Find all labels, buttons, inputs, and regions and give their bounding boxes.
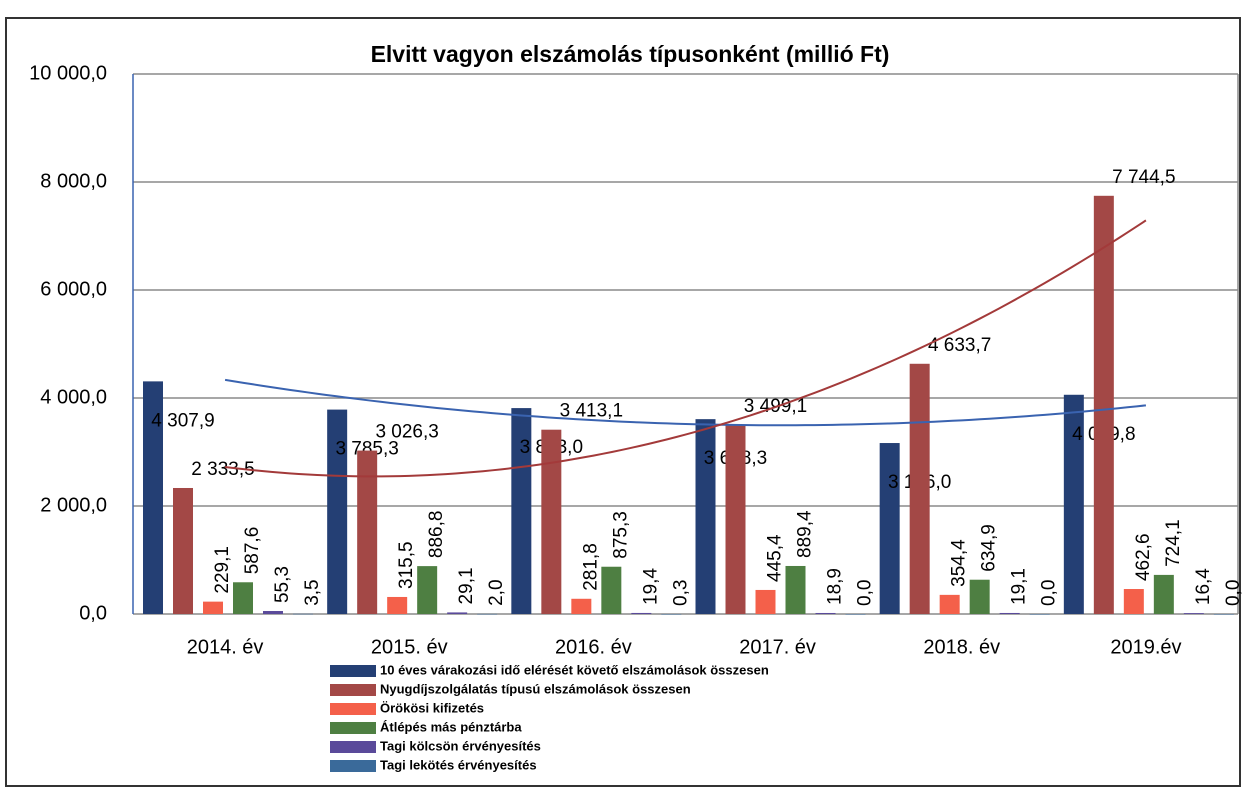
value-label: 3 785,3 (335, 439, 398, 460)
bar (293, 613, 313, 615)
legend-label: Nyugdíjszolgálatás típusú elszámolások ö… (380, 681, 691, 696)
value-label: 587,6 (242, 527, 263, 575)
bar (1029, 614, 1050, 615)
legend-swatch (330, 760, 376, 772)
trendline (224, 378, 1147, 427)
bar (417, 566, 438, 614)
bar (785, 565, 806, 614)
x-tick-label: 2017. év (739, 636, 816, 658)
value-label: 0,0 (855, 580, 876, 606)
bar (879, 443, 900, 614)
value-label: 18,9 (825, 568, 846, 605)
bar (233, 582, 253, 614)
value-label: 2 333,5 (191, 459, 254, 480)
value-label: 3 413,1 (560, 401, 623, 422)
value-label: 354,4 (949, 539, 970, 587)
legend-label: Átlépés más pénztárba (380, 719, 522, 734)
legend-label: Tagi lekötés érvényesítés (380, 757, 537, 772)
value-label: 29,1 (456, 567, 477, 604)
bar (755, 589, 776, 614)
bar (263, 611, 283, 614)
legend-swatch (330, 703, 376, 715)
bar (541, 429, 562, 614)
bar (695, 419, 716, 614)
y-tick-label: 8 000,0 (40, 170, 107, 192)
value-label: 0,0 (1039, 580, 1060, 606)
value-label: 55,3 (272, 566, 293, 603)
legend-label: Örökösi kifizetés (380, 700, 484, 715)
legend-swatch (330, 722, 376, 734)
x-tick-label: 2018. év (923, 636, 1000, 658)
bar (447, 612, 468, 614)
bar (1123, 589, 1144, 614)
y-tick-label: 6 000,0 (40, 278, 107, 300)
value-label: 3,5 (302, 579, 323, 605)
bar (969, 579, 990, 614)
y-tick-label: 0,0 (79, 602, 107, 624)
value-label: 462,6 (1133, 533, 1154, 581)
bar (999, 612, 1020, 614)
value-label: 886,8 (426, 511, 447, 559)
bar (327, 409, 348, 614)
value-label: 315,5 (396, 541, 417, 589)
value-label: 19,1 (1009, 568, 1030, 605)
bar (601, 566, 622, 614)
x-tick-label: 2014. év (187, 636, 264, 658)
bar (631, 612, 652, 614)
value-label: 0,0 (1223, 580, 1242, 606)
bar (387, 596, 408, 614)
legend-swatch (330, 741, 376, 753)
bar (1063, 394, 1084, 614)
bar (203, 601, 223, 614)
value-label: 4 633,7 (928, 335, 991, 356)
bar (571, 598, 592, 614)
value-label: 19,4 (640, 568, 661, 605)
bar (939, 594, 960, 614)
legend-label: 10 éves várakozási idő elérését követő e… (380, 662, 769, 677)
x-tick-label: 2019.év (1110, 636, 1181, 658)
value-label: 875,3 (610, 511, 631, 559)
value-label: 634,9 (979, 524, 1000, 572)
value-label: 445,4 (765, 534, 786, 582)
value-label: 724,1 (1163, 519, 1184, 567)
bar (909, 363, 930, 614)
value-label: 0,3 (670, 580, 691, 606)
value-label: 16,4 (1193, 568, 1214, 605)
bar (357, 450, 378, 614)
bar (661, 613, 682, 615)
value-label: 889,4 (795, 510, 816, 558)
bar (143, 381, 163, 614)
legend-swatch (330, 684, 376, 696)
chart-title: Elvitt vagyon elszámolás típusonként (mi… (371, 41, 890, 67)
value-label: 7 744,5 (1112, 167, 1175, 188)
bar (511, 408, 532, 614)
y-tick-label: 2 000,0 (40, 494, 107, 516)
value-label: 4 307,9 (151, 410, 214, 431)
frame (5, 17, 1241, 787)
value-label: 2,0 (486, 579, 507, 605)
bar (725, 425, 746, 614)
bar (845, 614, 866, 615)
bar (173, 487, 193, 614)
y-tick-label: 10 000,0 (29, 62, 107, 84)
legend-swatch (330, 665, 376, 677)
x-tick-label: 2016. év (555, 636, 632, 658)
bar (1213, 614, 1234, 615)
value-label: 281,8 (580, 543, 601, 591)
bar (1153, 574, 1174, 614)
bar (1093, 195, 1114, 614)
value-label: 229,1 (212, 546, 233, 594)
bar (1183, 613, 1204, 614)
y-tick-label: 4 000,0 (40, 386, 107, 408)
legend-label: Tagi kölcsön érvényesítés (380, 738, 541, 753)
value-label: 3 026,3 (375, 422, 438, 443)
bar (815, 612, 836, 614)
bar (477, 613, 498, 615)
trendline (224, 219, 1147, 478)
x-tick-label: 2015. év (371, 636, 448, 658)
